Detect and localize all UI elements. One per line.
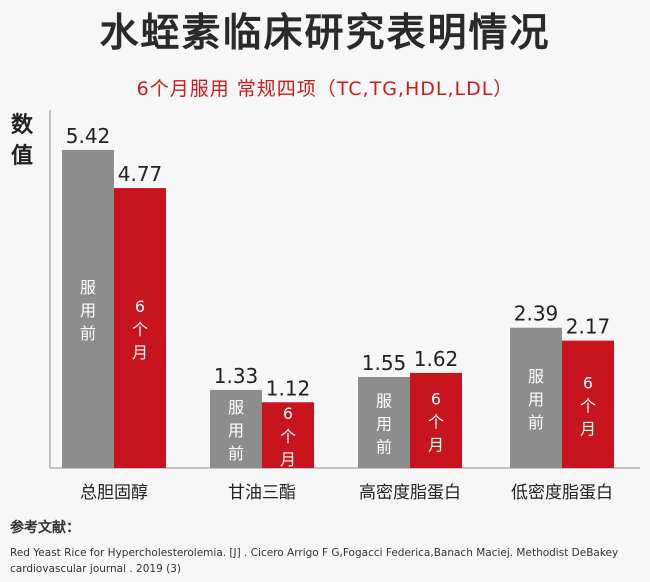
category-label: 甘油三酯 xyxy=(228,483,296,503)
bar-inner-label: 用 xyxy=(376,415,392,434)
y-axis-label: 值 xyxy=(11,143,33,169)
bar-inner-label: 6 xyxy=(431,389,441,408)
category-label: 总胆固醇 xyxy=(80,483,148,503)
bar-inner-label: 个 xyxy=(132,320,148,339)
bar-inner-label: 用 xyxy=(80,301,96,320)
value-label: 1.33 xyxy=(214,364,259,388)
bar-inner-label: 前 xyxy=(80,324,96,343)
bar-before xyxy=(510,327,562,468)
value-label: 4.77 xyxy=(118,162,163,186)
bar-inner-label: 用 xyxy=(228,421,244,440)
value-label: 2.39 xyxy=(514,302,559,326)
bar-before xyxy=(210,389,262,468)
bar-inner-label: 前 xyxy=(228,444,244,463)
bar-after xyxy=(114,188,166,469)
bar-chart: 数值5.42服用前4.776个月总胆固醇1.33服用前1.126个月甘油三酯1.… xyxy=(11,110,640,503)
references-heading: 参考文献： xyxy=(10,520,80,536)
bar-inner-label: 6 xyxy=(135,297,145,316)
bar-inner-label: 月 xyxy=(280,450,296,469)
bar-inner-label: 服 xyxy=(376,392,392,411)
value-label: 5.42 xyxy=(66,124,111,148)
bar-after xyxy=(262,402,314,468)
bar-inner-label: 服 xyxy=(80,278,96,297)
category-label: 低密度脂蛋白 xyxy=(511,483,613,503)
bar-after xyxy=(562,340,614,468)
bar-inner-label: 个 xyxy=(280,427,296,446)
bar-inner-label: 6 xyxy=(583,373,593,392)
bar-inner-label: 服 xyxy=(528,367,544,386)
value-label: 1.62 xyxy=(414,347,459,371)
bar-after xyxy=(410,372,462,468)
bar-inner-label: 用 xyxy=(528,390,544,409)
bar-before xyxy=(62,149,114,468)
bar-inner-label: 个 xyxy=(580,396,596,415)
bar-before xyxy=(358,377,410,468)
bar-inner-label: 服 xyxy=(228,398,244,417)
value-label: 1.55 xyxy=(362,351,407,375)
bar-inner-label: 前 xyxy=(528,413,544,432)
bar-inner-label: 6 xyxy=(283,404,293,423)
bar-inner-label: 个 xyxy=(428,412,444,431)
bar-inner-label: 月 xyxy=(428,435,444,454)
bar-inner-label: 月 xyxy=(580,419,596,438)
chart-title: 水蛭素临床研究表明情况 xyxy=(99,11,551,56)
category-label: 高密度脂蛋白 xyxy=(359,483,461,503)
chart-subtitle: 6个月服用 常规四项（TC,TG,HDL,LDL） xyxy=(136,78,514,100)
value-label: 2.17 xyxy=(566,315,611,339)
bar-inner-label: 月 xyxy=(132,343,148,362)
y-axis-label: 数 xyxy=(11,112,34,138)
bar-inner-label: 前 xyxy=(376,438,392,457)
value-label: 1.12 xyxy=(266,376,311,400)
references-text: Red Yeast Rice for Hypercholesterolemia.… xyxy=(10,547,619,575)
